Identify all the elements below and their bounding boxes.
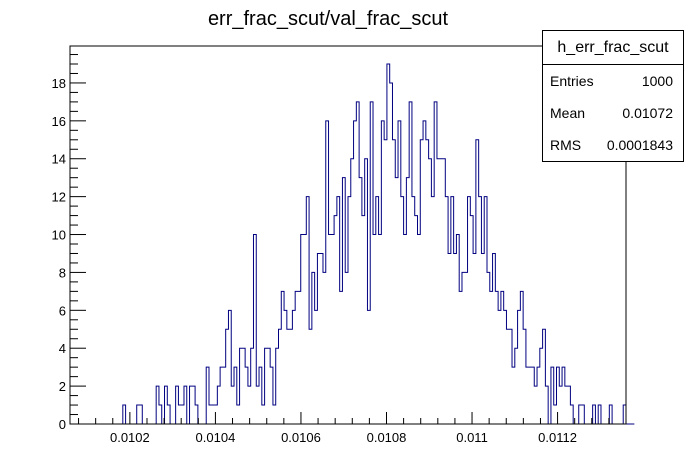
stats-label-rms: RMS <box>550 137 582 153</box>
histogram-bin <box>565 386 568 424</box>
histogram-bin <box>345 272 348 424</box>
histogram-bin <box>554 405 557 424</box>
histogram-bin <box>526 367 529 424</box>
histogram-bin <box>329 235 332 424</box>
histogram-bin <box>273 405 276 424</box>
y-tick-label: 10 <box>52 228 66 243</box>
histogram-bin <box>481 253 484 424</box>
stats-value-mean: 0.01072 <box>622 105 673 121</box>
histogram-bin <box>309 329 312 424</box>
histogram-bin <box>212 405 215 424</box>
histogram-bin <box>373 235 376 424</box>
stats-row-rms: RMS 0.0001843 <box>543 129 683 161</box>
y-tick-label: 14 <box>52 152 66 167</box>
histogram-bin <box>209 405 212 424</box>
histogram-bin <box>354 121 357 424</box>
chart-title: err_frac_scut/val_frac_scut <box>208 8 449 30</box>
x-tick-label: 0.0104 <box>196 430 236 445</box>
histogram-bin <box>392 140 395 424</box>
stats-value-rms: 0.0001843 <box>606 137 673 153</box>
histogram-bin <box>404 235 407 424</box>
y-tick-label: 8 <box>59 265 66 280</box>
histogram-bin <box>367 310 370 424</box>
histogram-bin <box>340 291 343 424</box>
stats-label-mean: Mean <box>550 105 586 121</box>
histogram-bin <box>298 291 301 424</box>
histogram-bin <box>262 405 265 424</box>
histogram-bin <box>534 386 537 424</box>
histogram-bin <box>506 329 509 424</box>
histogram-bin <box>423 121 426 424</box>
histogram-bin <box>495 291 498 424</box>
histogram-bin <box>487 272 490 424</box>
y-tick-label: 2 <box>59 379 66 394</box>
stats-label-entries: Entries <box>550 73 594 89</box>
histogram-bin <box>512 367 515 424</box>
x-axis: 0.0102 0.0104 0.0106 0.0108 0.011 0.0112 <box>78 412 627 445</box>
histogram-bin <box>440 159 443 424</box>
histogram-bin <box>320 253 323 424</box>
stats-box-title: h_err_frac_scut <box>543 31 683 65</box>
histogram-bin <box>529 367 532 424</box>
histogram-bin <box>237 405 240 424</box>
x-tick-label: 0.0102 <box>110 430 150 445</box>
histogram-bin <box>498 310 501 424</box>
y-tick-label: 18 <box>52 76 66 91</box>
histogram-bin <box>415 216 418 424</box>
histogram-bin <box>395 178 398 424</box>
x-tick-label: 0.0108 <box>367 430 407 445</box>
histogram-bin <box>384 140 387 424</box>
stats-row-mean: Mean 0.01072 <box>543 97 683 129</box>
histogram-bin <box>448 253 451 424</box>
histogram-bin <box>351 159 354 424</box>
histogram-bin <box>223 367 226 424</box>
histogram-bin <box>459 291 462 424</box>
histogram-bin <box>437 159 440 424</box>
histogram-bin <box>331 235 334 424</box>
histogram-bin <box>490 291 493 424</box>
histogram-bin <box>454 253 457 424</box>
histogram-bin <box>304 235 307 424</box>
histogram-bin <box>379 235 382 424</box>
histogram-bin <box>290 329 293 424</box>
histogram-bin <box>418 235 421 424</box>
histogram-bin <box>429 159 432 424</box>
histogram-outline <box>70 63 635 425</box>
histogram-bin <box>323 272 326 424</box>
histogram-bin <box>465 272 468 424</box>
stats-value-entries: 1000 <box>641 73 673 89</box>
histogram-bin <box>287 329 290 424</box>
x-tick-label: 0.0112 <box>538 430 577 445</box>
histogram-bin <box>362 216 365 424</box>
histogram-bin <box>426 140 429 424</box>
x-tick-label: 0.0106 <box>281 430 321 445</box>
x-tick-label: 0.011 <box>456 430 488 445</box>
histogram-bin <box>462 272 465 424</box>
histogram-bin <box>443 159 446 424</box>
y-tick-label: 4 <box>59 341 66 356</box>
stats-row-entries: Entries 1000 <box>543 65 683 97</box>
histogram-bin <box>295 291 298 424</box>
y-axis: 0 2 4 6 8 10 12 14 16 18 <box>52 54 86 432</box>
histogram-bin <box>256 386 259 424</box>
y-tick-label: 6 <box>59 303 66 318</box>
histogram-bin <box>501 291 504 424</box>
histogram-bin <box>473 253 476 424</box>
y-tick-label: 0 <box>59 417 66 432</box>
histogram-bin <box>334 216 337 424</box>
histogram-bin <box>431 197 434 424</box>
histogram-bin <box>412 197 415 424</box>
y-tick-label: 12 <box>52 190 66 205</box>
histogram-bin <box>559 386 562 424</box>
histogram-bin <box>315 310 318 424</box>
y-tick-label: 16 <box>52 114 66 129</box>
stats-box: h_err_frac_scut Entries 1000 Mean 0.0107… <box>542 30 684 162</box>
